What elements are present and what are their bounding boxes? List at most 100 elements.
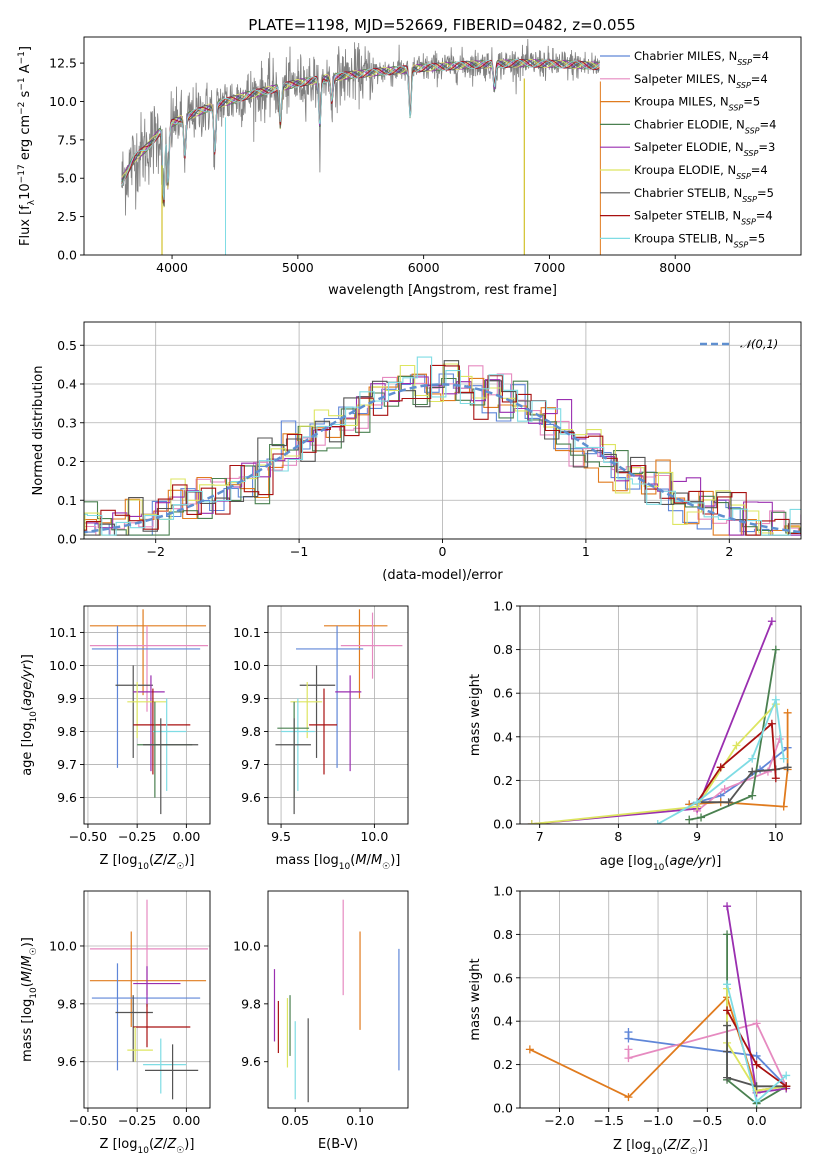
y-tick-label: 10.0 (233, 658, 261, 673)
mass-weight-marker (527, 820, 536, 824)
mass-weight-marker (525, 1045, 534, 1054)
y-tick-label: 0.0 (493, 817, 513, 832)
model-spectrum-line (121, 58, 600, 202)
mass-weight-line (627, 1022, 788, 1087)
y-axis-label: mass [log10(M/M☉)] (20, 937, 39, 1062)
mass-weight-marker (752, 1019, 761, 1028)
legend-label-normal: 𝒩(0,1) (740, 337, 778, 351)
x-tick-label: −0.25 (118, 829, 156, 844)
y-tick-label: 0.5 (57, 338, 77, 353)
y-tick-label: 2.5 (57, 209, 77, 224)
y-tick-label: 9.6 (57, 790, 77, 805)
model-spectrum-line (121, 59, 600, 202)
y-tick-label: 5.0 (57, 171, 77, 186)
plot-area (84, 606, 210, 824)
y-tick-label: 9.8 (57, 724, 77, 739)
y-tick-label: 0.1 (57, 493, 77, 508)
x-tick-label: −1.0 (643, 1113, 673, 1128)
x-tick-label: 5000 (282, 260, 314, 275)
mass-weight-marker (624, 1093, 633, 1102)
x-axis-label: Z [log10(Z/Z☉)] (100, 1137, 195, 1156)
x-tick-label: 8000 (659, 260, 691, 275)
mass-weight-marker (779, 754, 788, 763)
y-axis-label: mass weight (468, 674, 483, 756)
legend-label: Chabrier STELIB, NSSP=5 (634, 186, 774, 204)
y-tick-label: 10.1 (49, 625, 77, 640)
mass-weight-marker (685, 815, 694, 824)
mass-weight-marker (723, 1047, 732, 1056)
mass-weight-marker (752, 1082, 761, 1091)
mass-weight-line (696, 721, 777, 803)
x-tick-label: 0.10 (346, 1113, 374, 1128)
plot-area (121, 38, 601, 255)
model-spectrum-line (121, 58, 600, 208)
x-tick-label: −2.0 (544, 1113, 574, 1128)
mass-weight-marker (771, 774, 780, 783)
x-tick-label: 0.00 (172, 829, 200, 844)
mass-weight-marker (624, 1054, 633, 1063)
model-spectrum-line (121, 58, 600, 206)
x-tick-label: 0.00 (172, 1113, 200, 1128)
mass-weight-marker (723, 1006, 732, 1015)
y-tick-label: 1.0 (493, 599, 513, 614)
y-tick-label: 0.8 (493, 642, 513, 657)
mass-weight-marker (767, 719, 776, 728)
mass-weight-marker (782, 1071, 791, 1080)
y-tick-label: 0.2 (57, 454, 77, 469)
legend-label: Kroupa ELODIE, NSSP=4 (634, 163, 768, 181)
mass-weight-marker (716, 763, 725, 772)
histogram-steps (84, 356, 801, 536)
x-axis-label: (data-model)/error (382, 568, 503, 583)
y-tick-label: 9.8 (241, 996, 261, 1011)
x-tick-label: 0.0 (747, 1113, 767, 1128)
axes-mass-vs-Z: −0.50 −0.25 0.00 9.6 9.8 10.0 Z [log10(Z/Z☉)] m… (20, 890, 211, 1156)
mass-weight-marker (653, 820, 662, 824)
observed-spectrum (121, 38, 600, 216)
x-axis-label: wavelength [Angstrom, rest frame] (328, 283, 557, 298)
y-tick-label: 0.6 (493, 970, 513, 985)
plot-area (520, 891, 801, 1108)
y-tick-label: 10.0 (49, 94, 77, 109)
y-tick-label: 9.9 (241, 691, 261, 706)
mass-weight-marker (748, 791, 757, 800)
y-tick-label: 9.7 (241, 757, 261, 772)
axes-massweight-vs-age: 7 8 9 10 0.0 0.2 0.4 0.6 0.8 1.0 age [log10(age/yr… (468, 599, 802, 873)
x-axis-label: Z [log10(Z/Z☉)] (613, 1138, 708, 1157)
mass-weight-marker (724, 798, 733, 807)
figure-title: PLATE=1198, MJD=52669, FIBERID=0482, z=0… (248, 16, 635, 34)
mass-weight-marker (771, 695, 780, 704)
x-tick-label: 0 (439, 544, 447, 559)
legend-label: Chabrier ELODIE, NSSP=4 (634, 117, 776, 135)
mass-weight-marker (767, 617, 776, 626)
x-tick-label: 7 (536, 829, 544, 844)
mass-weight-line (689, 649, 777, 821)
y-tick-label: 0.4 (493, 1014, 513, 1029)
x-tick-label: 1 (582, 544, 590, 559)
mass-weight-marker (693, 798, 702, 807)
x-tick-label: 6000 (408, 260, 440, 275)
y-tick-label: 10.1 (233, 625, 261, 640)
y-tick-label: 0.4 (57, 377, 77, 392)
mass-weight-marker (723, 980, 732, 989)
mass-weight-marker (752, 1060, 761, 1069)
axes-frame (83, 890, 211, 1109)
y-tick-label: 9.6 (241, 790, 261, 805)
model-spectrum-line (121, 58, 600, 207)
histogram-steps (84, 375, 801, 536)
mass-weight-marker (723, 902, 732, 911)
x-tick-label: 2 (725, 544, 733, 559)
legend-label: Kroupa STELIB, NSSP=5 (634, 231, 765, 249)
axes-frame (83, 605, 211, 825)
mass-weight-marker (783, 708, 792, 717)
mass-weight-marker (624, 1045, 633, 1054)
y-tick-label: 9.6 (241, 1054, 261, 1069)
y-tick-label: 0.0 (493, 1101, 513, 1116)
y-tick-label: 0.0 (57, 248, 77, 263)
y-tick-label: 9.8 (241, 724, 261, 739)
x-tick-label: −0.50 (69, 829, 107, 844)
x-tick-label: 10.0 (360, 829, 388, 844)
axes-frame (519, 605, 802, 825)
y-tick-label: 12.5 (49, 56, 77, 71)
axes-massweight-vs-Z: −2.0 −1.5 −1.0 −0.5 0.0 0.0 0.2 0.4 0.6 0.8 1.0 Z [… (468, 884, 802, 1157)
axes-residuals: −2 −1 0 1 2 0.0 0.1 0.2 0.3 0.4 0.5 𝒩(0,1) (data-mod… (31, 321, 802, 583)
